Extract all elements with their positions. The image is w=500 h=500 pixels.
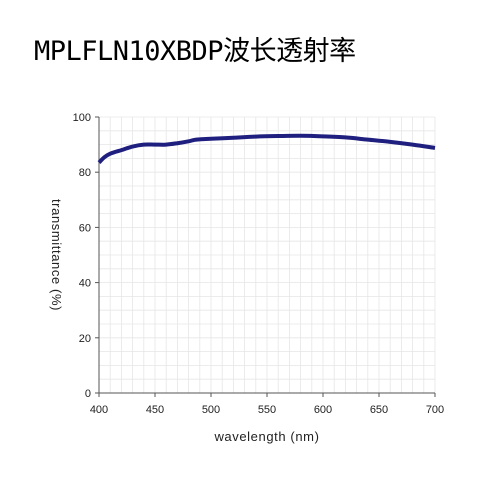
chart-ticks: 400 450 500 550 600 650 700 0 20 40 60 80 100 <box>73 112 445 416</box>
chart-grid <box>98 116 436 394</box>
page-title: MPLFLN10XBDP波长透射率 <box>34 36 356 67</box>
x-tick-label: 600 <box>314 404 332 416</box>
x-tick-label: 450 <box>146 404 164 416</box>
y-tick-label: 60 <box>79 222 91 234</box>
y-tick-label: 100 <box>73 112 91 124</box>
transmittance-series-line <box>97 133 436 164</box>
y-tick-label: 40 <box>79 278 91 290</box>
x-axis-label: wavelength (nm) <box>213 429 319 444</box>
x-tick-label: 550 <box>258 404 276 416</box>
x-tick-label: 500 <box>202 404 220 416</box>
x-tick-label: 650 <box>370 404 388 416</box>
y-tick-label: 20 <box>79 333 91 345</box>
x-tick-label: 400 <box>90 404 108 416</box>
y-axis-label: transmittance (%) <box>49 199 64 311</box>
y-tick-label: 80 <box>79 167 91 179</box>
y-tick-label: 0 <box>85 388 91 400</box>
chart-series <box>97 133 436 164</box>
x-tick-label: 700 <box>426 404 444 416</box>
